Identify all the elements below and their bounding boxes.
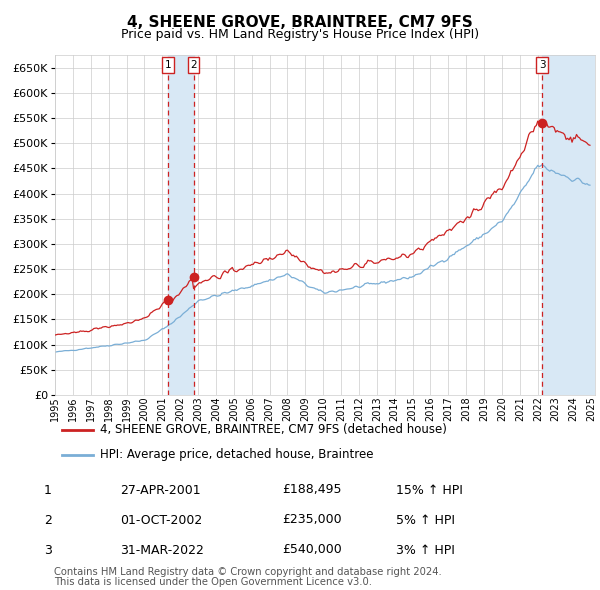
- Text: 4, SHEENE GROVE, BRAINTREE, CM7 9FS (detached house): 4, SHEENE GROVE, BRAINTREE, CM7 9FS (det…: [100, 424, 447, 437]
- Text: 15% ↑ HPI: 15% ↑ HPI: [396, 483, 463, 497]
- Text: £235,000: £235,000: [282, 513, 341, 526]
- Text: HPI: Average price, detached house, Braintree: HPI: Average price, detached house, Brai…: [100, 448, 373, 461]
- Text: £188,495: £188,495: [282, 483, 341, 497]
- Text: 01-OCT-2002: 01-OCT-2002: [120, 513, 202, 526]
- Text: 27-APR-2001: 27-APR-2001: [120, 483, 200, 497]
- Text: Price paid vs. HM Land Registry's House Price Index (HPI): Price paid vs. HM Land Registry's House …: [121, 28, 479, 41]
- Text: 2: 2: [190, 60, 197, 70]
- Bar: [168, 55, 194, 395]
- Text: 3% ↑ HPI: 3% ↑ HPI: [396, 543, 455, 556]
- Text: 4, SHEENE GROVE, BRAINTREE, CM7 9FS: 4, SHEENE GROVE, BRAINTREE, CM7 9FS: [127, 15, 473, 30]
- Text: 1: 1: [44, 483, 52, 497]
- Text: 1: 1: [165, 60, 172, 70]
- Text: 3: 3: [539, 60, 545, 70]
- Text: £540,000: £540,000: [282, 543, 342, 556]
- Text: Contains HM Land Registry data © Crown copyright and database right 2024.: Contains HM Land Registry data © Crown c…: [54, 567, 442, 577]
- Text: 3: 3: [44, 543, 52, 556]
- Text: 2: 2: [44, 513, 52, 526]
- Text: 31-MAR-2022: 31-MAR-2022: [120, 543, 204, 556]
- Text: This data is licensed under the Open Government Licence v3.0.: This data is licensed under the Open Gov…: [54, 577, 372, 587]
- Bar: [542, 55, 595, 395]
- Text: 5% ↑ HPI: 5% ↑ HPI: [396, 513, 455, 526]
